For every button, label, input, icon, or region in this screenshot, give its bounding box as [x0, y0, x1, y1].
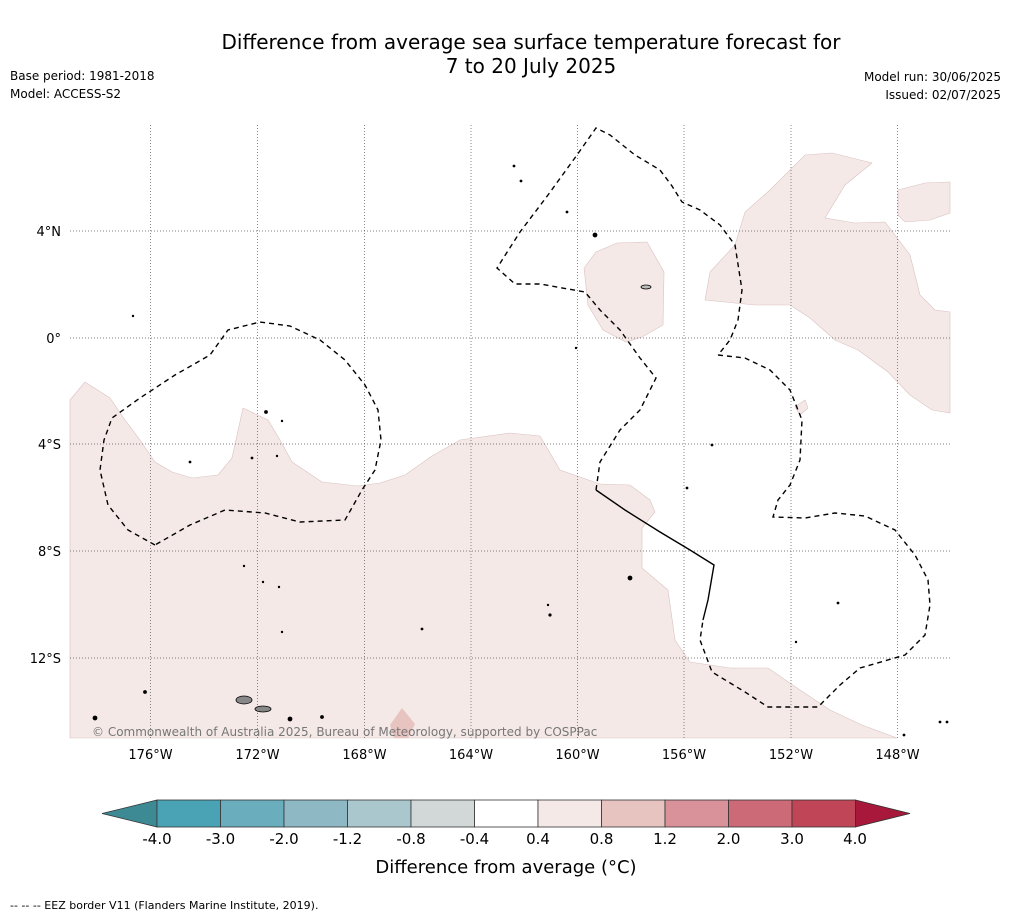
eez-border-west — [99, 321, 382, 546]
lon-tick-label: 160°W — [555, 748, 599, 763]
colorbar-tick: 0.8 — [590, 830, 614, 848]
lat-tick-labels: 4°N 0° 4°S 8°S 12°S — [30, 225, 61, 667]
title-line-1: Difference from average sea surface temp… — [221, 30, 841, 54]
colorbar-tick: -0.4 — [460, 830, 489, 848]
colorbar-tick: 4.0 — [843, 830, 867, 848]
lat-tick-label: 4°S — [38, 438, 61, 453]
lon-tick-label: 168°W — [342, 748, 386, 763]
colorbar-segment — [791, 799, 856, 828]
anomaly-fill-layer — [69, 152, 951, 739]
lat-tick-label: 12°S — [30, 652, 61, 667]
colorbar-segment — [283, 799, 348, 828]
lon-tick-label: 152°W — [769, 748, 813, 763]
colorbar-segment — [347, 799, 412, 828]
colorbar-label: Difference from average (°C) — [375, 857, 636, 878]
colorbar-tick-labels: -4.0 -3.0 -2.0 -1.2 -0.8 -0.4 0.4 0.8 1.… — [142, 830, 867, 848]
model-name: Model: ACCESS-S2 — [10, 87, 122, 101]
colorbar-tick: -3.0 — [206, 830, 235, 848]
colorbar: -4.0 -3.0 -2.0 -1.2 -0.8 -0.4 0.4 0.8 1.… — [101, 799, 911, 878]
base-period: Base period: 1981-2018 — [10, 69, 155, 83]
eez-footnote: -- -- -- EEZ border V11 (Flanders Marine… — [10, 899, 319, 912]
island-small — [640, 284, 652, 290]
anomaly-region-south-warmer — [390, 708, 415, 738]
lon-tick-label: 148°W — [875, 748, 919, 763]
colorbar-segments — [101, 799, 911, 828]
eez-border-center — [496, 127, 743, 491]
eez-borders — [99, 127, 931, 708]
issued-date: Issued: 02/07/2025 — [885, 88, 1001, 102]
lat-tick-label: 8°S — [38, 545, 61, 560]
model-run: Model run: 30/06/2025 — [863, 70, 1001, 84]
colorbar-segment — [220, 799, 285, 828]
colorbar-tick: 2.0 — [717, 830, 741, 848]
anomaly-region-east-dot — [794, 399, 809, 416]
colorbar-segment — [537, 799, 602, 828]
eez-border-east — [699, 354, 931, 708]
lon-tick-label: 176°W — [128, 748, 172, 763]
islands — [92, 164, 949, 737]
colorbar-segment — [410, 799, 475, 828]
island-samoa-2 — [254, 705, 272, 713]
colorbar-tick: -1.2 — [333, 830, 362, 848]
lat-tick-label: 4°N — [37, 225, 62, 240]
colorbar-tick: -0.8 — [396, 830, 425, 848]
colorbar-tick: 1.2 — [653, 830, 677, 848]
colorbar-segment — [728, 799, 793, 828]
colorbar-extend-low — [101, 799, 158, 828]
eez-border-solid-segment — [595, 489, 715, 621]
lon-tick-label: 156°W — [662, 748, 706, 763]
colorbar-tick: -4.0 — [142, 830, 171, 848]
anomaly-region-northeast — [704, 152, 951, 414]
copyright-text: © Commonwealth of Australia 2025, Bureau… — [92, 725, 597, 739]
map-title: Difference from average sea surface temp… — [0, 30, 1011, 78]
gridlines — [70, 125, 950, 738]
anomaly-region-north-center — [583, 241, 665, 343]
lon-tick-label: 164°W — [449, 748, 493, 763]
colorbar-extend-high — [855, 799, 911, 828]
colorbar-segment — [474, 799, 539, 828]
anomaly-region-northeast-corner — [897, 181, 951, 223]
colorbar-segment — [156, 799, 221, 828]
title-line-2: 7 to 20 July 2025 — [445, 54, 617, 78]
lon-tick-labels: 176°W 172°W 168°W 164°W 160°W 156°W 152°… — [128, 748, 919, 763]
colorbar-tick: 3.0 — [780, 830, 804, 848]
colorbar-segment — [601, 799, 666, 828]
lon-tick-label: 172°W — [235, 748, 279, 763]
lat-tick-label: 0° — [46, 332, 61, 347]
colorbar-tick: 0.4 — [526, 830, 550, 848]
colorbar-tick: -2.0 — [269, 830, 298, 848]
meta-right: Model run: 30/06/2025 Issued: 02/07/2025 — [864, 68, 1001, 104]
colorbar-segment — [664, 799, 729, 828]
anomaly-region-southwest — [69, 381, 898, 739]
meta-left: Base period: 1981-2018 Model: ACCESS-S2 — [10, 67, 155, 103]
island-samoa-1 — [235, 695, 253, 705]
